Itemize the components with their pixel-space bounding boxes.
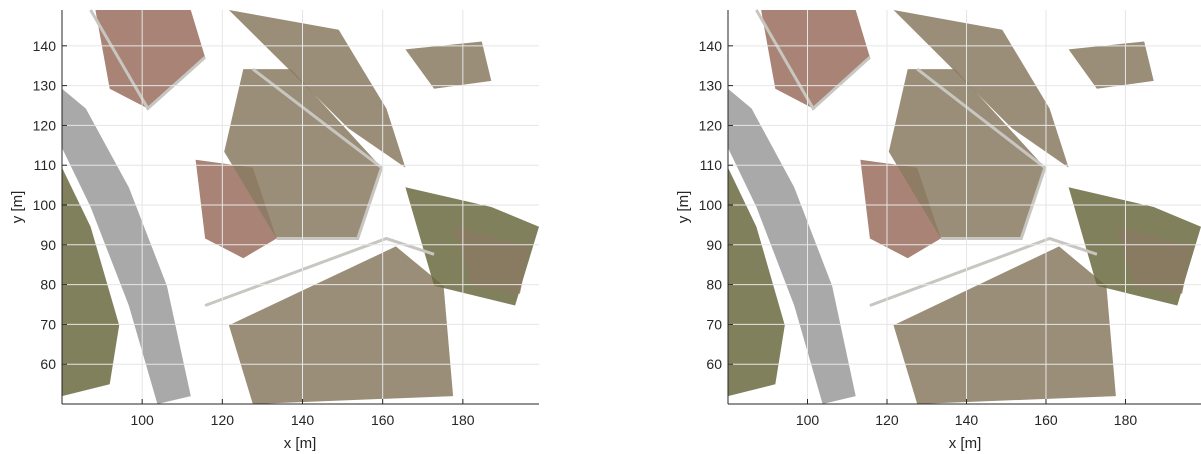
x-tick-label: 100 (796, 412, 820, 428)
right-point-cloud-panel: x [m] y [m] 100 120 140 160 180 60 70 80 90 100 11… (675, 9, 1201, 452)
x-tick-label: 160 (1034, 412, 1058, 428)
wall-outline (89, 9, 207, 111)
x-tick-label: 160 (371, 412, 395, 428)
point-cloud-region (228, 246, 454, 404)
point-cloud-image (62, 9, 539, 405)
left-point-cloud-panel: x [m] y [m] 100 120 140 160 180 60 70 80 90 100 11… (9, 9, 539, 452)
wall-outline (916, 67, 1047, 241)
wall-outline (755, 9, 871, 111)
y-tick-label: 70 (40, 316, 56, 332)
point-cloud-region (761, 10, 870, 109)
left-y-axis-label: y [m] (9, 191, 26, 224)
y-tick-label: 60 (40, 356, 56, 372)
point-cloud-region (62, 88, 191, 405)
y-tick-label: 120 (699, 117, 723, 133)
x-tick-label: 100 (130, 412, 154, 428)
y-tick-label: 100 (33, 197, 57, 213)
wall-outline (204, 236, 435, 307)
point-cloud-region (1068, 41, 1154, 89)
y-tick-label: 130 (699, 78, 723, 94)
y-tick-label: 80 (40, 277, 56, 293)
x-tick-label: 180 (1114, 412, 1138, 428)
wall-outline (251, 67, 384, 241)
point-cloud-region (728, 88, 856, 405)
left-x-axis-label: x [m] (284, 435, 317, 452)
point-cloud-region (893, 246, 1116, 404)
right-x-axis-label: x [m] (949, 435, 982, 452)
y-tick-label: 120 (33, 117, 57, 133)
y-tick-label: 140 (33, 38, 57, 54)
y-tick-label: 110 (700, 157, 723, 173)
x-tick-label: 120 (211, 412, 235, 428)
y-tick-label: 80 (706, 277, 722, 293)
y-tick-label: 90 (706, 237, 722, 253)
y-tick-label: 90 (40, 237, 56, 253)
y-tick-label: 70 (706, 316, 722, 332)
right-y-axis-label: y [m] (675, 191, 692, 224)
point-cloud-region (228, 10, 406, 168)
y-tick-label: 130 (33, 78, 57, 94)
y-tick-label: 60 (706, 356, 722, 372)
x-tick-label: 120 (875, 412, 899, 428)
point-cloud-region (95, 10, 206, 109)
point-cloud-image (728, 9, 1201, 405)
y-tick-label: 100 (699, 197, 723, 213)
point-cloud-region (453, 226, 530, 294)
point-cloud-region (1115, 226, 1192, 294)
wall-outline (869, 236, 1098, 307)
point-cloud-region (405, 41, 492, 89)
point-cloud-region (893, 10, 1069, 168)
point-cloud-region (728, 167, 785, 397)
x-tick-label: 180 (451, 412, 475, 428)
y-tick-label: 140 (699, 38, 723, 54)
x-tick-label: 140 (955, 412, 979, 428)
y-tick-label: 110 (34, 157, 57, 173)
point-cloud-region (62, 167, 120, 397)
x-tick-label: 140 (291, 412, 315, 428)
